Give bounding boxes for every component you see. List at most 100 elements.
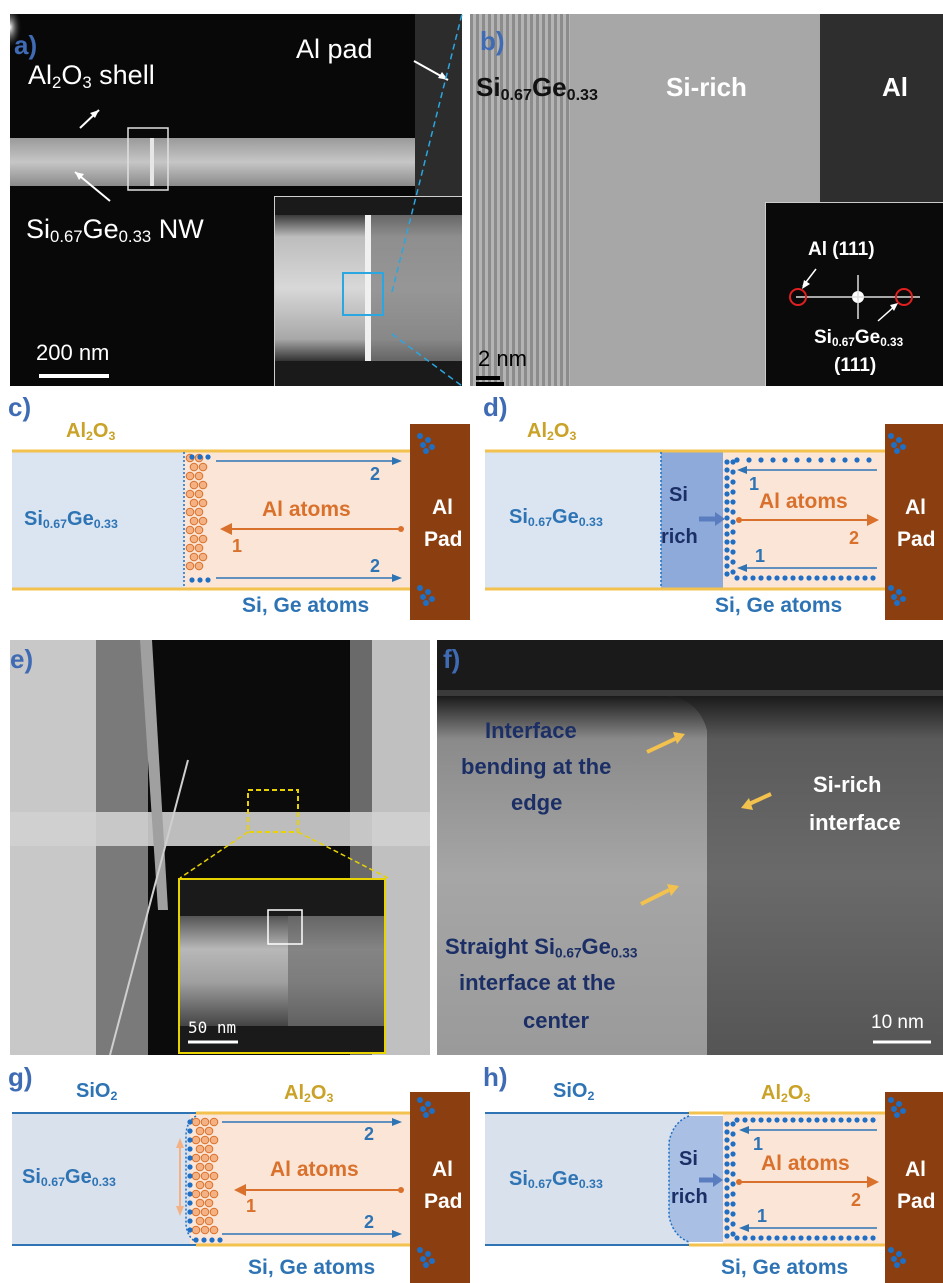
atom-dot	[194, 489, 204, 499]
atom-dot	[846, 575, 852, 581]
atom-dot	[198, 552, 208, 562]
atom-dot	[724, 571, 730, 577]
atom-dot	[195, 1216, 205, 1226]
atom-dot	[724, 1137, 730, 1143]
scale-label-a: 200 nm	[36, 340, 110, 365]
pad-label: Al pad	[296, 34, 373, 64]
panel-f-tem-image: f) Interface bending at the edge Straigh…	[437, 640, 943, 1055]
atom-dot	[730, 1171, 736, 1177]
atom-dot	[209, 1117, 219, 1127]
atom-dot	[185, 507, 195, 517]
panel-label-a: a)	[14, 30, 38, 60]
atom-dot	[189, 577, 195, 583]
d-num-2: 2	[849, 528, 860, 548]
atom-dot	[758, 575, 764, 581]
atom-dot	[724, 1121, 730, 1127]
atom-dot	[724, 507, 730, 513]
atom-dot	[429, 596, 435, 602]
atom-dot	[862, 575, 868, 581]
panel-b-hrtem-image: Al (111) Si0.67Ge0.33 (111) b) Si0.67Ge0…	[470, 14, 943, 386]
b-al-label: Al	[882, 72, 908, 102]
atom-dot	[822, 1235, 828, 1241]
atom-dot	[730, 529, 736, 535]
d-num-1-bottom: 1	[755, 546, 766, 566]
atom-dot	[842, 457, 848, 463]
atom-dot	[187, 1155, 193, 1161]
atom-dot	[730, 1151, 736, 1157]
atom-dot	[724, 1193, 730, 1199]
panel-label-b: b)	[480, 26, 505, 56]
c-atoms	[185, 433, 435, 606]
atom-dot	[798, 575, 804, 581]
atom-dot	[420, 594, 426, 600]
f-bend-line1: Interface	[485, 718, 577, 743]
atom-dot	[724, 547, 730, 553]
atom-dot	[187, 1227, 193, 1233]
f-arrow-sirich	[748, 792, 772, 806]
atom-dot	[730, 469, 736, 475]
atom-dot	[197, 454, 203, 460]
atom-dot	[724, 555, 730, 561]
g-sige-label: Si0.67Ge0.33	[22, 1166, 116, 1190]
atom-dot	[204, 1180, 214, 1190]
g-al-atoms-label: Al atoms	[270, 1158, 359, 1181]
atom-dot	[900, 444, 906, 450]
atom-dot	[187, 1218, 193, 1224]
atom-dot	[870, 575, 876, 581]
atom-dot	[730, 479, 736, 485]
atom-dot	[217, 1237, 223, 1243]
b-sige-label: Si0.67Ge0.33	[476, 72, 598, 105]
scale-label-b: 2 nm	[478, 346, 527, 371]
g-pad-label-2: Pad	[424, 1190, 463, 1213]
atom-dot	[423, 448, 429, 454]
atom-dot	[746, 457, 752, 463]
atom-dot	[194, 561, 204, 571]
fft-al-circle	[789, 288, 807, 306]
h-si-rich-region	[669, 1116, 723, 1242]
atom-dot	[894, 600, 900, 606]
atom-dot	[766, 575, 772, 581]
atom-dot	[423, 1262, 429, 1268]
atom-dot	[724, 499, 730, 505]
atom-dot	[854, 1235, 860, 1241]
atom-dot	[189, 534, 199, 544]
panel-c-schematic: c) Al2O3 Si0.67Ge0.33 Al atoms 1 2 2 Al …	[0, 392, 470, 624]
g-pad-label-1: Al	[432, 1158, 453, 1181]
roi-box-white	[127, 127, 169, 191]
atom-dot	[742, 1235, 748, 1241]
atom-dot	[194, 507, 204, 517]
atom-dot	[766, 1235, 772, 1241]
panel-a-tem-image: a) Al2O3 shell Si0.67Ge0.33 NW Al pad 20…	[10, 14, 462, 386]
atom-dot	[730, 1201, 736, 1207]
d-sige-label: Si0.67Ge0.33	[509, 506, 603, 530]
atom-dot	[730, 1161, 736, 1167]
atom-dot	[862, 1235, 868, 1241]
c-num-2-bottom: 2	[370, 556, 381, 576]
h-atoms-label: Si, Ge atoms	[721, 1256, 849, 1279]
atom-dot	[838, 575, 844, 581]
atom-dot	[191, 1189, 201, 1199]
c-atoms-label: Si, Ge atoms	[242, 594, 370, 617]
atom-dot	[730, 1181, 736, 1187]
panel-label-g: g)	[8, 1062, 33, 1092]
atom-dot	[888, 585, 894, 591]
atom-dot	[195, 1198, 205, 1208]
sige-lattice	[470, 14, 570, 386]
atom-dot	[896, 1101, 902, 1107]
atom-dot	[830, 1235, 836, 1241]
atom-dot	[187, 1119, 193, 1125]
atom-dot	[194, 471, 204, 481]
f-arrow-bend	[646, 736, 678, 754]
atom-dot	[798, 1117, 804, 1123]
f-arrow-straight	[640, 888, 670, 906]
atom-dot	[758, 457, 764, 463]
g-oxide-label: Al2O3	[284, 1082, 334, 1106]
panel-g-graphic	[12, 1092, 470, 1283]
atom-dot	[185, 489, 195, 499]
atom-dot	[724, 459, 730, 465]
atom-dot	[896, 1251, 902, 1257]
atom-dot	[425, 589, 431, 595]
c-sige-label: Si0.67Ge0.33	[24, 508, 118, 532]
e-roi-white	[267, 909, 303, 945]
c-oxide-label: Al2O3	[66, 420, 116, 444]
